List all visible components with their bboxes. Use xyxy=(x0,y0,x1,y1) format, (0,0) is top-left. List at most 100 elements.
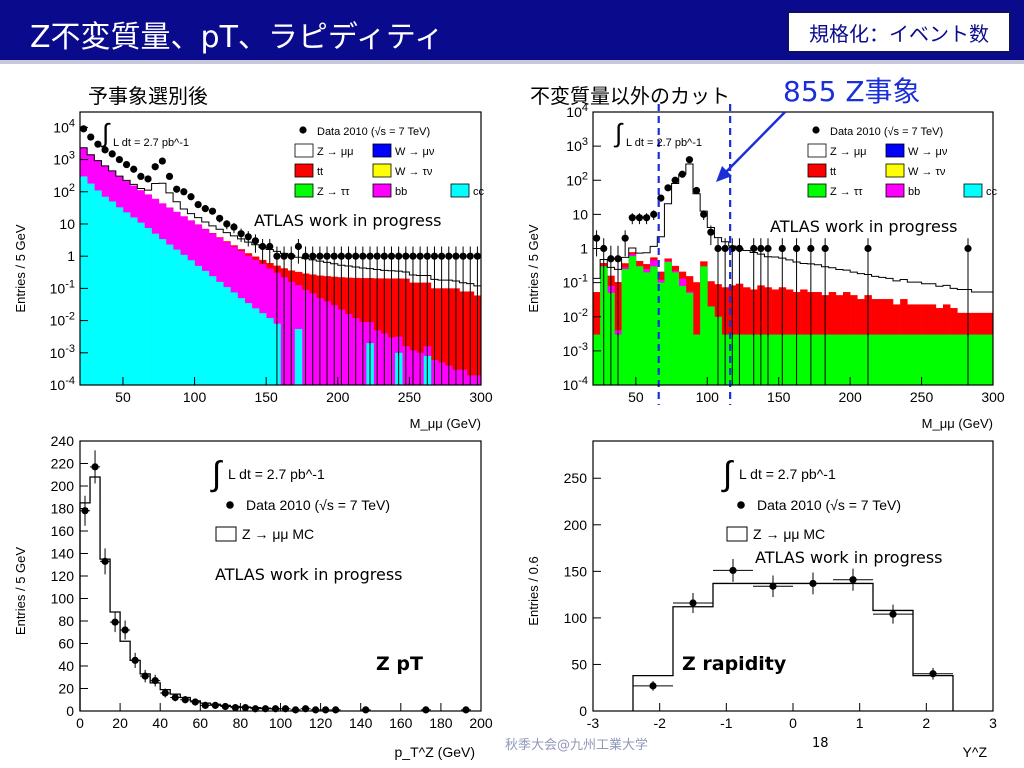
mass-preselection-data-point-37 xyxy=(344,252,353,260)
z-pt-data-point-3 xyxy=(111,618,119,626)
mass-after-cuts-legend-label-4: W → τν xyxy=(908,166,946,178)
mass-preselection-legend-label-7: cc xyxy=(473,186,485,198)
mass-preselection-data-point-6 xyxy=(122,160,131,169)
mass-after-cuts-bar-z-47 xyxy=(928,334,937,385)
z-pt-xtick-label-8: 160 xyxy=(389,715,413,731)
mass-preselection-data-point-23 xyxy=(244,233,252,241)
mass-after-cuts-legend-label-1: Z → μμ xyxy=(830,146,867,158)
z-rapidity-ytick-label-1: 50 xyxy=(571,656,587,672)
mass-preselection-bar-cc-9 xyxy=(144,228,152,385)
mass-preselection-data-point-2 xyxy=(94,140,102,148)
z-pt-ytick-label-1: 20 xyxy=(58,681,74,697)
mass-preselection-bar-cc-17 xyxy=(201,270,210,385)
footer-conference: 秋季大会@九州工業大学 xyxy=(505,738,649,753)
mass-preselection-data-point-0 xyxy=(79,125,88,133)
z-pt-legend-swatch-1 xyxy=(215,526,237,542)
mass-after-cuts-data-point-11 xyxy=(671,176,679,184)
mass-after-cuts-ytick-label-8: 104 xyxy=(566,102,588,120)
mass-preselection-data-point-50 xyxy=(438,252,446,260)
z-rapidity-ytick-label-3: 150 xyxy=(564,563,588,579)
mass-after-cuts-legend-swatch-7 xyxy=(963,183,983,198)
mass-after-cuts-xlabel: M_μμ (GeV) xyxy=(922,416,993,431)
mass-preselection-bar-cc-0 xyxy=(80,176,88,385)
z-pt-panel-label: Z pT xyxy=(376,653,423,675)
z-pt-xtick-label-5: 100 xyxy=(269,715,293,731)
z-rapidity-xtick-label-0: -3 xyxy=(587,715,600,731)
z-rapidity-legend-marker-0 xyxy=(737,501,745,509)
mass-preselection-legend-swatch-4 xyxy=(372,163,392,178)
z-pt-ytick-label-11: 220 xyxy=(51,456,75,472)
mass-preselection-ytick-label-8: 104 xyxy=(53,117,75,135)
mass-after-cuts-bar-z-37 xyxy=(857,334,865,385)
z-pt-data-point-10 xyxy=(181,696,189,704)
mass-preselection-data-point-20 xyxy=(223,220,231,228)
z-pt-ytick-label-9: 180 xyxy=(51,501,75,517)
z-pt-data-point-1 xyxy=(91,463,99,471)
mass-after-cuts-bar-z-4 xyxy=(621,269,630,385)
mass-after-cuts-legend-label-2: W → μν xyxy=(908,146,948,158)
mass-preselection-data-point-17 xyxy=(201,205,209,213)
mass-after-cuts-data-point-28 xyxy=(792,244,801,253)
mass-preselection-data-point-25 xyxy=(258,242,267,251)
z-pt-data-point-26 xyxy=(362,706,370,714)
mass-preselection-data-point-43 xyxy=(387,252,396,260)
mass-after-cuts-bar-z-11 xyxy=(671,272,680,385)
mass-after-cuts-data-point-0 xyxy=(592,234,601,242)
mass-after-cuts-data-point-12 xyxy=(678,170,686,178)
z-rapidity-xtick-label-5: 2 xyxy=(922,715,930,731)
mass-after-cuts-xtick-label-5: 300 xyxy=(981,389,1005,405)
mass-preselection-bar-cc-20 xyxy=(223,287,231,385)
z-rapidity-xtick-label-1: -2 xyxy=(653,715,666,731)
mass-preselection-bar-cc-30 xyxy=(294,328,303,385)
z-pt-data-point-12 xyxy=(201,701,209,709)
mass-preselection-legend-swatch-2 xyxy=(372,143,392,158)
z-rapidity-ytick-label-2: 100 xyxy=(564,610,588,626)
z-rapidity-xtick-label-4: 1 xyxy=(856,715,864,731)
mass-after-cuts-bar-z-39 xyxy=(871,334,880,385)
mass-preselection-bar-cc-12 xyxy=(165,244,174,385)
z-pt-data-point-14 xyxy=(221,702,229,711)
mass-after-cuts-bar-z-55 xyxy=(985,334,994,385)
mass-preselection-data-point-34 xyxy=(323,252,331,260)
z-rapidity-annotation: ATLAS work in progress xyxy=(755,548,943,567)
mass-preselection-data-point-27 xyxy=(273,252,281,260)
mass-after-cuts-bar-z-25 xyxy=(771,334,780,385)
mass-preselection-legend-swatch-1 xyxy=(294,143,314,158)
z-pt-ytick-label-6: 120 xyxy=(51,568,75,584)
mass-after-cuts-bar-z-36 xyxy=(850,334,858,385)
mass-after-cuts-bar-z-8 xyxy=(650,266,658,385)
mass-preselection-bar-cc-7 xyxy=(130,217,138,385)
mass-after-cuts-data-point-23 xyxy=(757,244,765,253)
z-rapidity-ytick-label-0: 0 xyxy=(579,703,587,719)
mass-after-cuts-bar-z-13 xyxy=(685,292,694,385)
z-rapidity-data-point-3 xyxy=(769,582,777,590)
mass-preselection-ytick-label-2: 10-2 xyxy=(50,311,75,329)
z-pt-ytick-label-2: 40 xyxy=(58,658,74,674)
mass-after-cuts-legend-label-7: cc xyxy=(986,186,998,198)
mass-after-cuts-bar-z-0 xyxy=(593,334,601,385)
mass-after-cuts-bar-z-12 xyxy=(678,285,687,385)
mass-preselection-bar-cc-23 xyxy=(244,303,253,385)
mass-preselection-data-point-54 xyxy=(466,252,474,260)
mass-preselection-data-point-55 xyxy=(473,252,482,260)
mass-preselection-legend-label-5: Z → ττ xyxy=(317,186,350,198)
z-rapidity-legend-swatch-1 xyxy=(726,526,748,542)
z-pt-ytick-label-8: 160 xyxy=(51,523,75,539)
mass-after-cuts-xtick-label-0: 50 xyxy=(628,389,644,405)
mass-preselection-data-point-11 xyxy=(158,157,166,165)
mass-preselection-ytick-label-7: 103 xyxy=(53,150,75,168)
z-pt-legend-marker-0 xyxy=(226,501,234,509)
mass-preselection-data-point-22 xyxy=(237,230,245,238)
z-rapidity-data-point-7 xyxy=(929,670,937,678)
mass-after-cuts-ytick-label-7: 103 xyxy=(566,136,588,154)
mass-after-cuts-bar-z-5 xyxy=(628,256,637,385)
section-label-left: 予事象選別後 xyxy=(88,84,208,108)
mass-preselection-data-point-35 xyxy=(330,252,338,260)
mass-preselection-data-point-9 xyxy=(144,175,152,183)
z-pt-data-point-4 xyxy=(121,626,129,634)
mass-preselection-legend-swatch-7 xyxy=(450,183,470,198)
mass-after-cuts-legend-swatch-3 xyxy=(807,163,827,178)
mass-preselection-data-point-4 xyxy=(108,150,116,158)
mass-after-cuts-data-point-26 xyxy=(778,244,786,253)
mass-after-cuts-bar-z-48 xyxy=(935,334,944,385)
